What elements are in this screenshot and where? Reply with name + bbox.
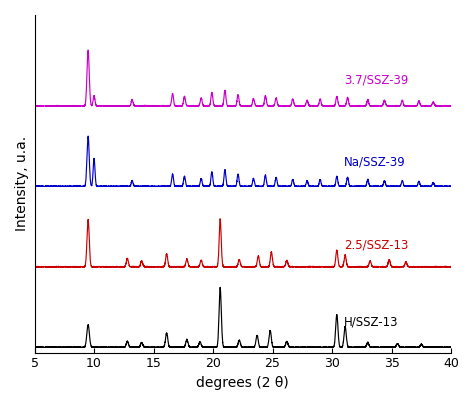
Text: H/SSZ-13: H/SSZ-13 <box>344 315 399 328</box>
Y-axis label: Intensity, u.a.: Intensity, u.a. <box>15 136 29 231</box>
X-axis label: degrees (2 θ): degrees (2 θ) <box>196 376 289 390</box>
Text: 3.7/SSZ-39: 3.7/SSZ-39 <box>344 74 408 87</box>
Text: Na/SSZ-39: Na/SSZ-39 <box>344 156 406 169</box>
Text: 2.5/SSZ-13: 2.5/SSZ-13 <box>344 238 408 251</box>
